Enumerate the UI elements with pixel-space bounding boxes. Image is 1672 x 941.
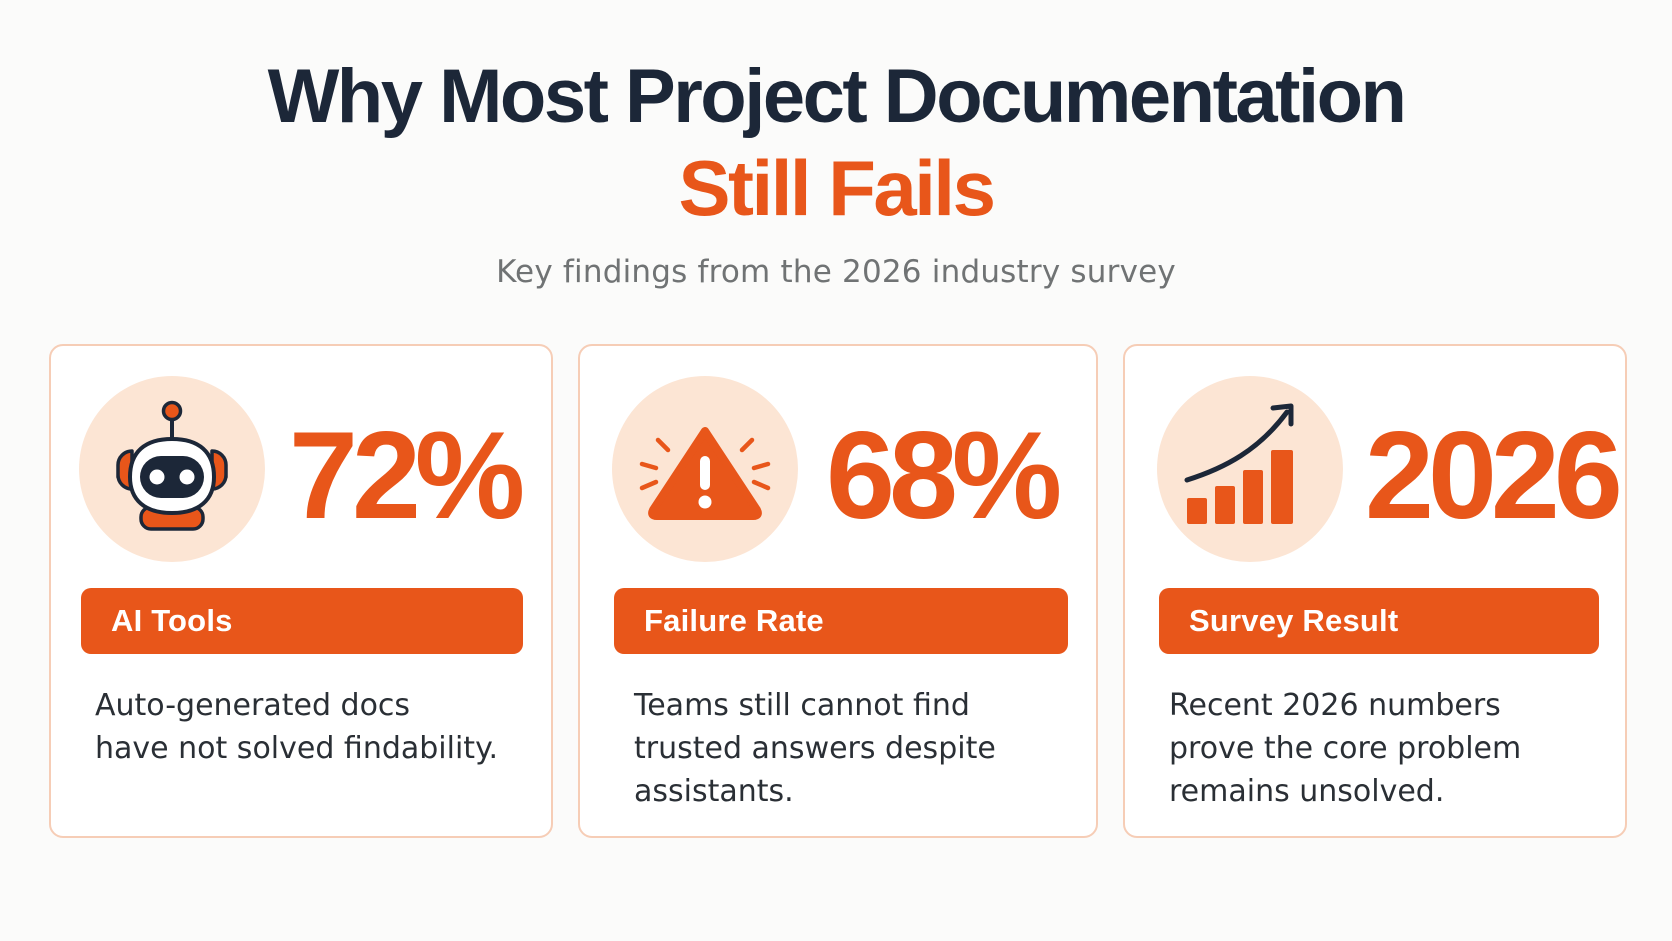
page-title: Why Most Project Documentation (267, 54, 1407, 139)
stat-label-bar: AI Tools (81, 588, 523, 654)
description-line: Auto-generated docs (95, 688, 411, 723)
stat-description: Auto-generated docs have not solved find… (95, 684, 498, 770)
stat-card-failure-rate: 68% Failure Rate Teams still cannot find… (578, 344, 1098, 838)
stat-label: Failure Rate (644, 603, 824, 638)
stat-value: 72% (289, 407, 525, 545)
description-line: trusted answers despite (634, 731, 996, 766)
description-line: have not solved findability. (95, 731, 499, 766)
stat-description: Teams still cannot find trusted answers … (634, 684, 996, 813)
description-line: Recent 2026 numbers (1169, 688, 1501, 723)
stat-label-bar: Survey Result (1159, 588, 1599, 654)
robot-icon (79, 376, 265, 562)
growth-chart-icon (1157, 376, 1343, 562)
description-line: prove the core problem (1169, 731, 1522, 766)
description-line: remains unsolved. (1169, 774, 1445, 809)
stat-label: Survey Result (1189, 603, 1399, 638)
stat-card-ai-tools: 72% AI Tools Auto-generated docs have no… (49, 344, 553, 838)
stat-card-survey-result: 2026 Survey Result Recent 2026 numbers p… (1123, 344, 1627, 838)
description-line: Teams still cannot find (634, 688, 970, 723)
stat-label: AI Tools (111, 603, 233, 638)
stat-value: 2026 (1365, 407, 1623, 545)
page-title-highlight: Still Fails (678, 144, 996, 232)
page-subtitle: Key findings from the 2026 industry surv… (496, 254, 1176, 290)
warning-icon (612, 376, 798, 562)
description-line: assistants. (634, 774, 794, 809)
stat-value: 68% (826, 407, 1062, 545)
stat-label-bar: Failure Rate (614, 588, 1068, 654)
stat-description: Recent 2026 numbers prove the core probl… (1169, 684, 1521, 813)
